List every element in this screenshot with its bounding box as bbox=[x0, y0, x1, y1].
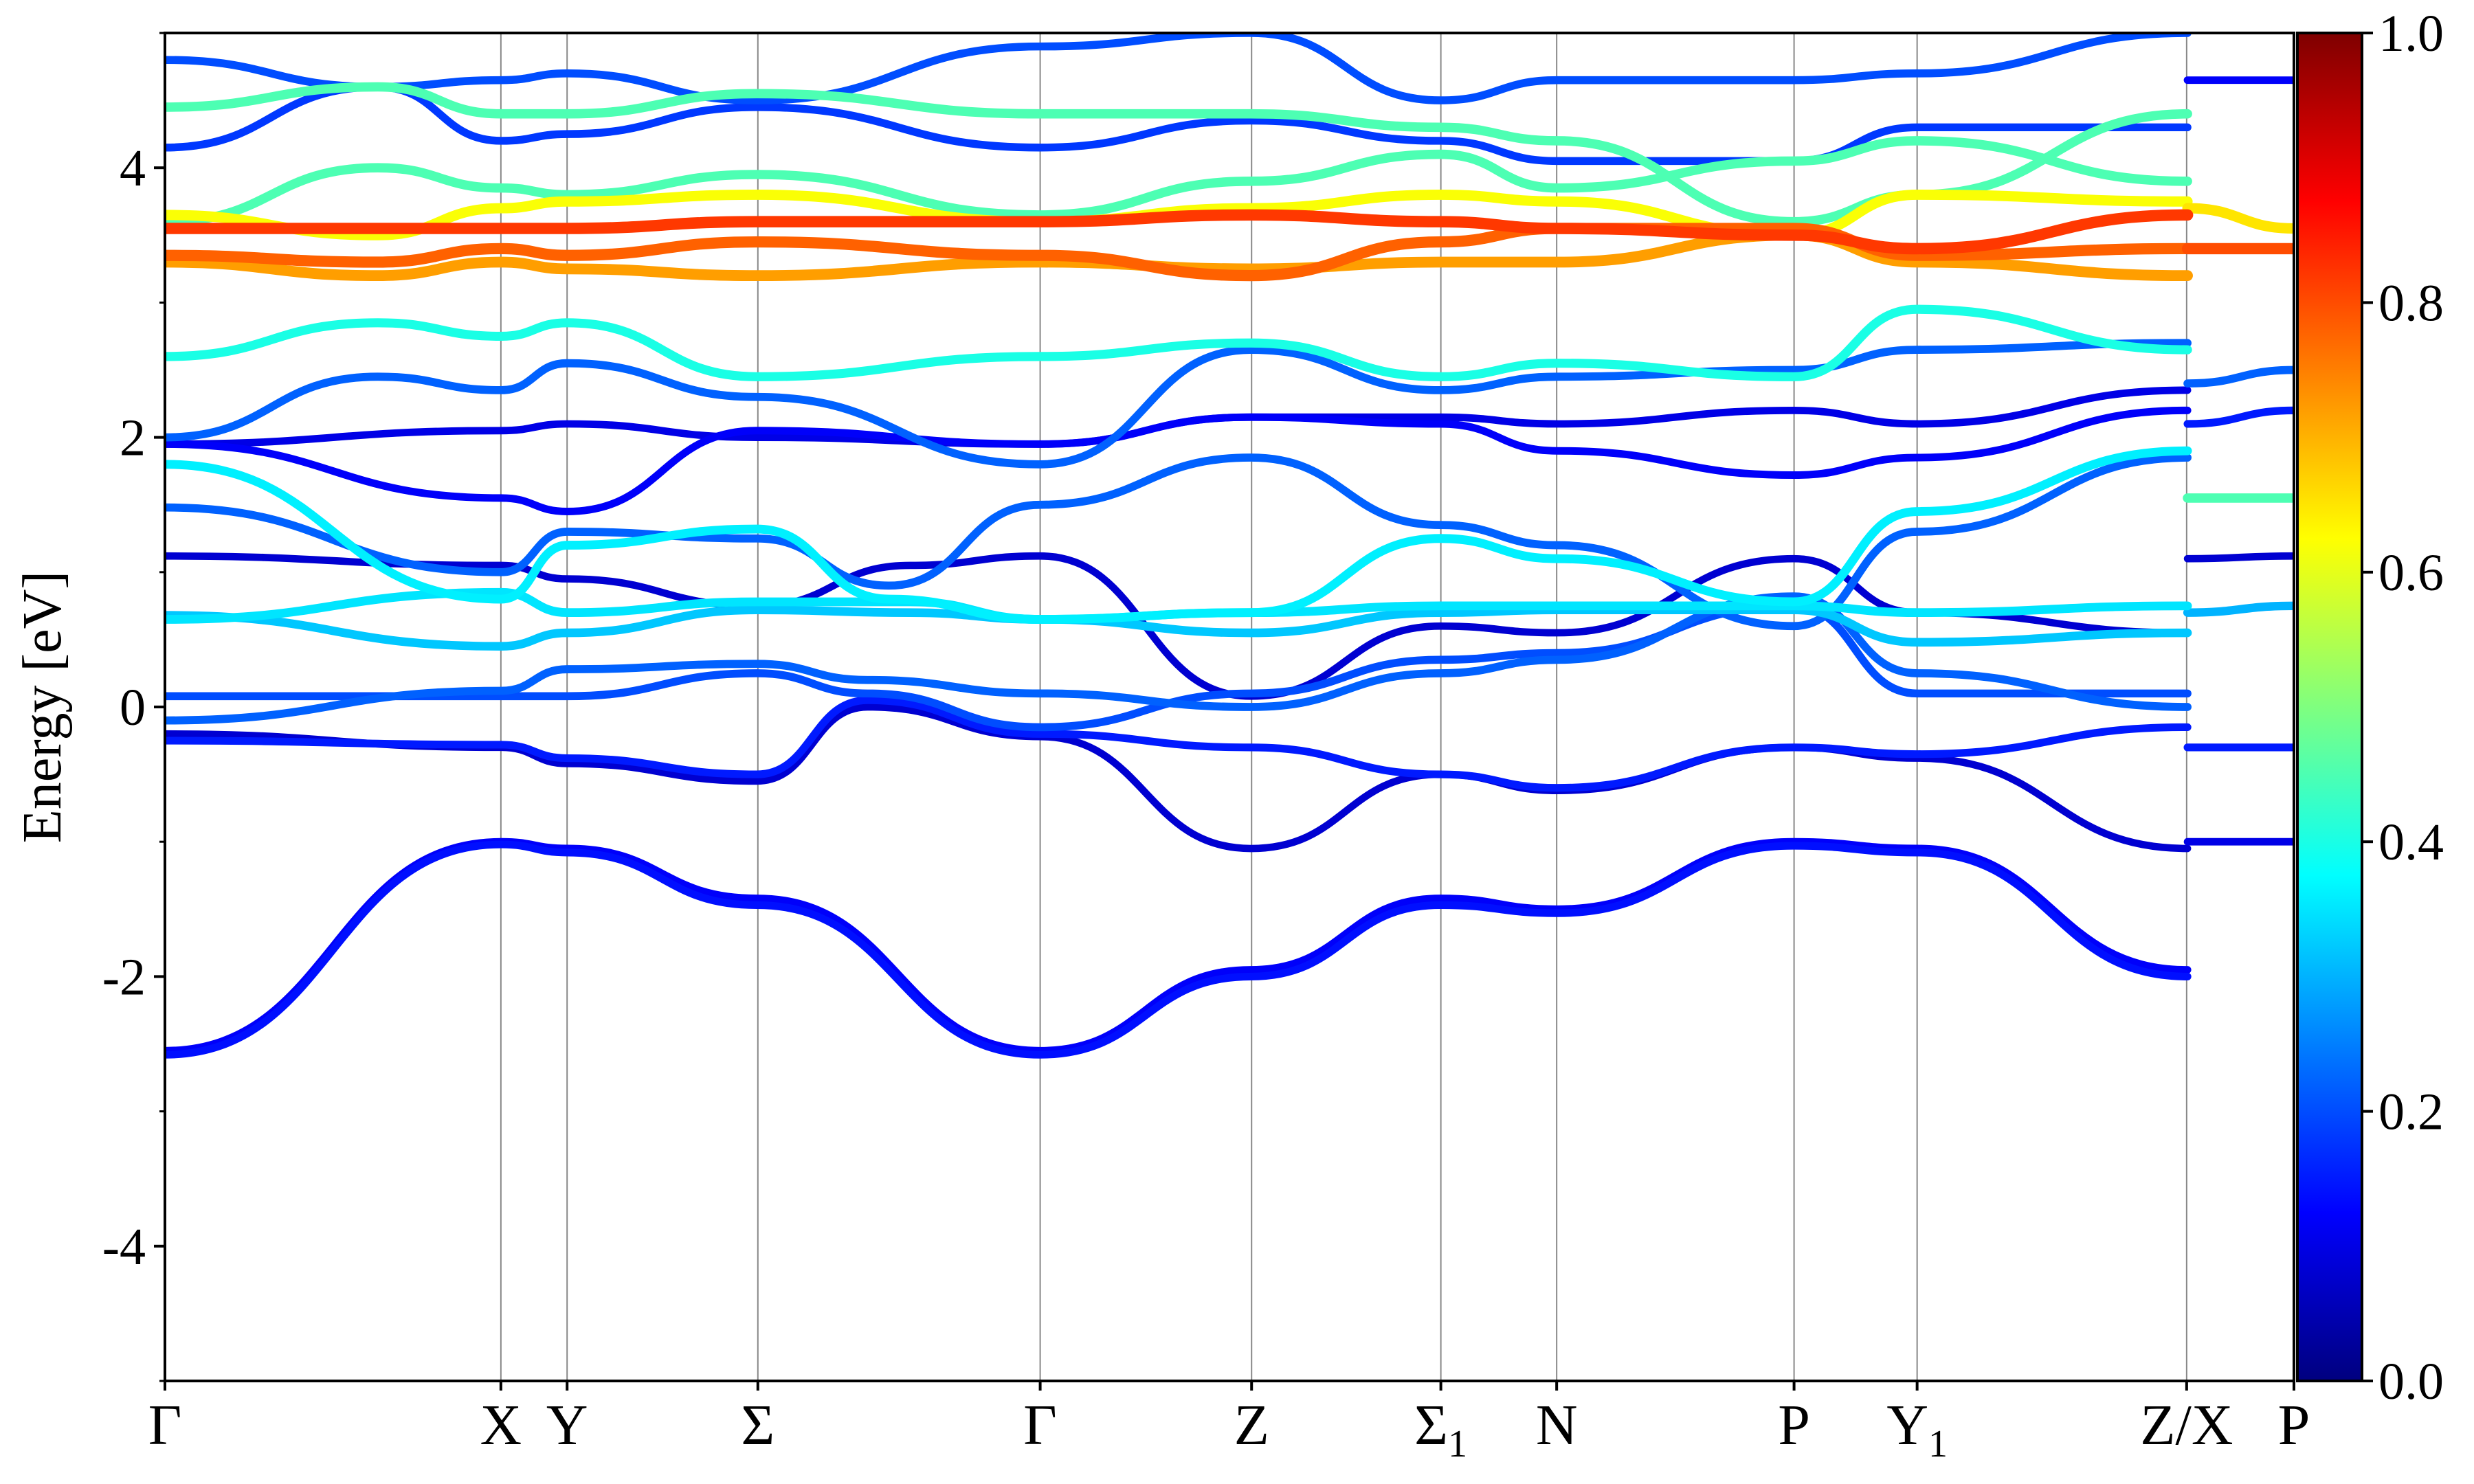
colorbar bbox=[2296, 32, 2363, 1382]
band-line bbox=[165, 840, 2192, 1059]
k-point-label: X bbox=[480, 1393, 522, 1457]
y-axis: -4 -2 0 2 4 bbox=[102, 32, 165, 1382]
colorbar-tick-label: 0.8 bbox=[2378, 274, 2444, 332]
colorbar-tick-label: 0.2 bbox=[2378, 1083, 2444, 1141]
colorbar-tick-label: 0.6 bbox=[2378, 544, 2444, 602]
colorbar-tick-label: 1.0 bbox=[2378, 5, 2444, 63]
y-tick-label: -2 bbox=[102, 948, 146, 1006]
band-line bbox=[165, 703, 2192, 853]
high-symmetry-lines bbox=[500, 33, 2187, 1381]
y-tick-label: 0 bbox=[120, 679, 146, 737]
band-line bbox=[165, 605, 2192, 651]
band-line bbox=[165, 386, 2192, 448]
k-point-label: Σ bbox=[741, 1393, 774, 1457]
band-line bbox=[2183, 601, 2294, 617]
band-line bbox=[165, 136, 2192, 227]
band-line bbox=[2183, 552, 2294, 563]
band-line bbox=[165, 304, 2192, 381]
x-axis: Γ X Y Σ Γ Z Σ1 N P Y1 Z/X P bbox=[148, 1381, 2310, 1465]
k-point-label: P bbox=[2278, 1393, 2310, 1457]
band-line bbox=[165, 82, 2192, 166]
k-point-label: Γ bbox=[1023, 1393, 1057, 1457]
colorbar-tick-label: 0.0 bbox=[2378, 1353, 2444, 1410]
band-line bbox=[165, 446, 2192, 624]
band-line bbox=[165, 209, 2194, 255]
k-point-label: P bbox=[1778, 1393, 1810, 1457]
band-line bbox=[2183, 406, 2294, 428]
band-lines bbox=[165, 33, 2294, 1059]
k-point-label: N bbox=[1536, 1393, 1578, 1457]
band-line bbox=[165, 406, 2192, 515]
colorbar-ticks: 0.0 0.2 0.4 0.6 0.8 1.0 bbox=[2362, 5, 2444, 1410]
band-line bbox=[165, 33, 2192, 104]
band-line bbox=[165, 602, 2192, 732]
band-line bbox=[165, 837, 2192, 1055]
colorbar-tick-label: 0.4 bbox=[2378, 813, 2444, 871]
y-tick-label: -4 bbox=[102, 1218, 146, 1276]
k-point-label: Y bbox=[546, 1393, 588, 1457]
k-point-label: Γ bbox=[148, 1393, 182, 1457]
k-point-label: Z/X bbox=[2140, 1393, 2233, 1457]
band-line bbox=[165, 552, 2192, 700]
y-axis-label: Energy [eV] bbox=[12, 571, 73, 843]
band-line bbox=[165, 696, 2192, 792]
y-tick-label: 2 bbox=[120, 409, 146, 467]
band-line bbox=[2183, 366, 2294, 387]
k-point-label: Z bbox=[1234, 1393, 1269, 1457]
band-line bbox=[165, 82, 2192, 227]
k-point-label: Σ1 bbox=[1414, 1393, 1467, 1465]
k-point-label: Y1 bbox=[1886, 1393, 1948, 1465]
y-tick-label: 4 bbox=[120, 139, 146, 197]
band-line bbox=[2182, 203, 2294, 234]
band-line bbox=[165, 339, 2192, 469]
